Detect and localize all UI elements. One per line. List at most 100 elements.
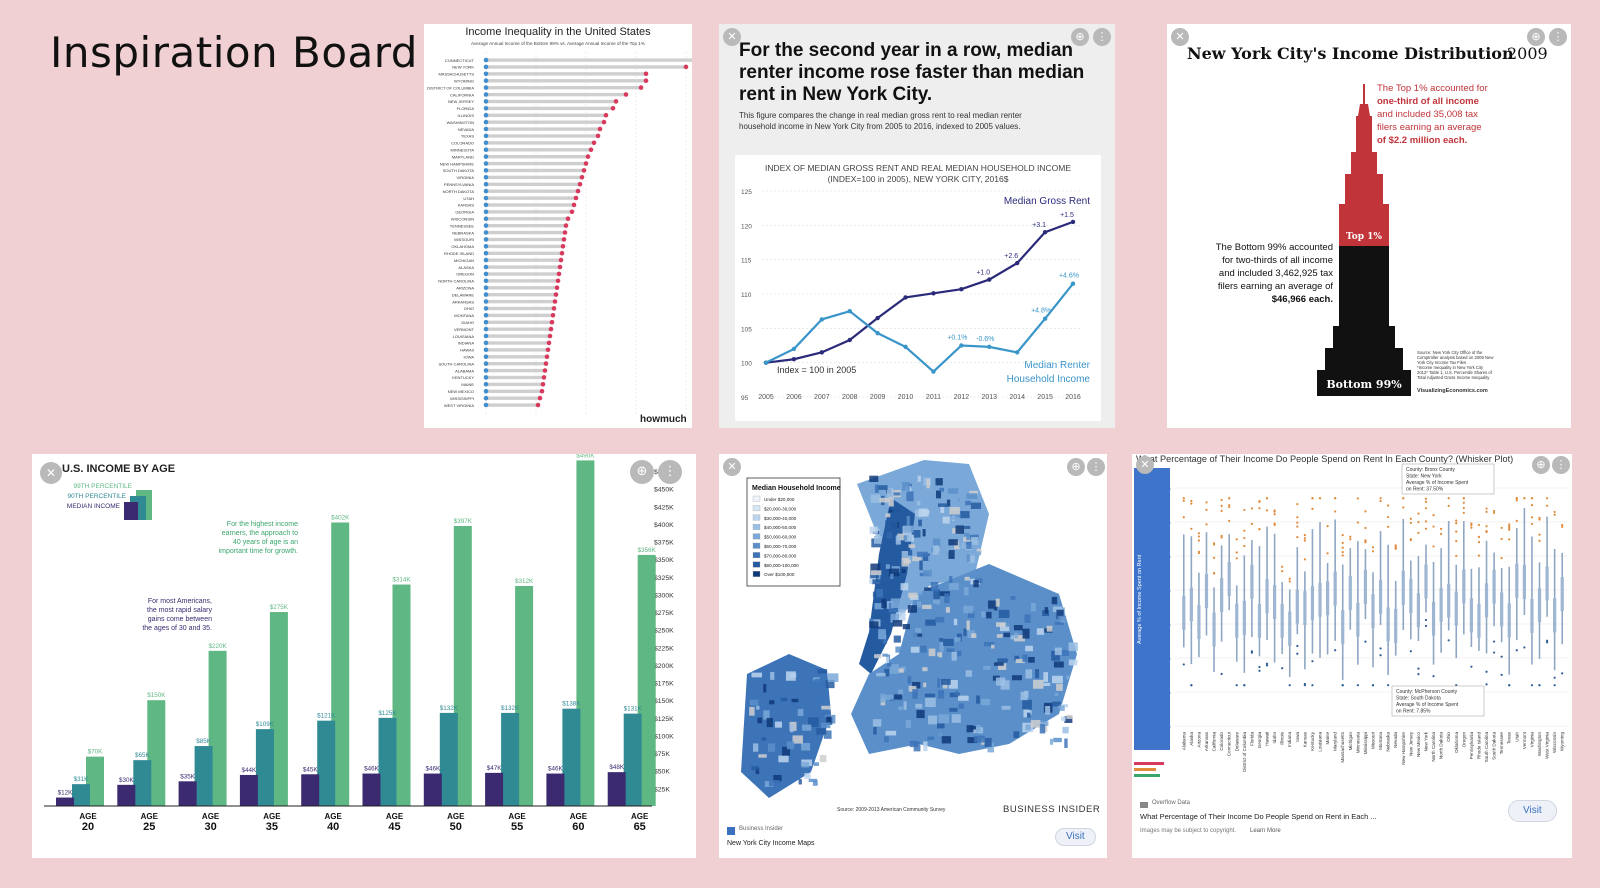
c5-tract [779, 781, 783, 788]
zoom-icon[interactable]: ⊕ [630, 460, 654, 484]
c5-legend-swatch [752, 495, 761, 502]
c3-top-label: Top 1% [1346, 232, 1382, 242]
zoom-icon[interactable]: ⊕ [1067, 458, 1085, 476]
c5-tract [963, 586, 969, 596]
close-icon[interactable]: ✕ [723, 458, 741, 476]
more-icon[interactable]: ⋮ [1549, 28, 1567, 46]
c5-tract [924, 587, 933, 591]
c5-tract [932, 545, 939, 555]
c6-visit-button[interactable]: Visit [1508, 800, 1557, 822]
c1-bar [486, 182, 580, 186]
c1-dot-top [613, 99, 619, 104]
c1-dot-top [575, 188, 581, 194]
c5-tract [886, 662, 892, 667]
c5-tract [753, 743, 759, 752]
c5-tract [792, 735, 803, 744]
c5-tract [888, 568, 900, 577]
c1-state-label: FLORIDA [457, 106, 475, 111]
c2-y-tick: 115 [741, 258, 752, 265]
c2-point [903, 344, 908, 350]
c6-outlier-low [1424, 624, 1428, 628]
c1-bar [486, 355, 547, 359]
more-icon[interactable]: ⋮ [658, 460, 682, 484]
card-nyc-income-map[interactable]: ✕ ⊕ ⋮ Median Household Income Source: 20… [719, 454, 1107, 858]
c1-dot-top [581, 168, 587, 173]
more-icon[interactable]: ⋮ [1552, 456, 1570, 474]
c5-tract [876, 672, 886, 677]
c5-tract [925, 619, 937, 626]
c6-outlier-high [1379, 497, 1382, 500]
c2-point [931, 369, 936, 374]
c5-tract [869, 526, 878, 534]
more-icon[interactable]: ⋮ [1087, 458, 1105, 476]
zoom-icon[interactable]: ⊕ [1071, 28, 1089, 46]
c1-state-label: NEW YORK [452, 65, 474, 70]
c5-tract [1064, 738, 1068, 749]
c5-tract [987, 742, 994, 753]
c5-tract [897, 689, 904, 696]
c6-outlier-low [1250, 651, 1254, 654]
card-income-inequality[interactable]: Income Inequality in the United States A… [424, 24, 692, 428]
c6-outlier-high [1485, 525, 1488, 528]
c2-point [931, 291, 936, 296]
c5-tract [814, 678, 824, 688]
c6-state-label: Massachusetts [1340, 731, 1345, 762]
c1-dot-top [537, 395, 543, 401]
c5-legend-swatch [752, 514, 761, 521]
c5-tract [926, 478, 930, 489]
c6-outlier-high [1296, 525, 1299, 528]
close-icon[interactable]: ✕ [723, 28, 741, 46]
card-rent-whisker-plot[interactable]: ✕ ⊕ ⋮ What Percentage of Their Income Do… [1132, 454, 1572, 858]
c1-dot-top [623, 92, 629, 97]
c5-tract [1027, 712, 1031, 718]
c5-caption[interactable]: New York City Income Maps [727, 840, 815, 847]
c4-bar [194, 746, 213, 806]
zoom-icon[interactable]: ⊕ [1527, 28, 1545, 46]
c6-outlier-high [1334, 497, 1337, 500]
c6-outlier-high [1492, 509, 1496, 513]
c6-outlier-low [1371, 684, 1375, 687]
c5-tract [958, 540, 963, 548]
c5-tract [1051, 675, 1063, 684]
c1-dot-bottom [483, 333, 489, 339]
c6-outlier-low [1500, 673, 1503, 676]
c5-tract [942, 516, 950, 524]
c5-tract [1051, 596, 1058, 605]
c5-tract [995, 598, 1000, 607]
more-icon[interactable]: ⋮ [1093, 28, 1111, 46]
c1-dot-bottom [483, 395, 489, 401]
c6-outlier-high [1356, 497, 1359, 500]
c5-tract [870, 570, 882, 576]
c5-tract [911, 631, 918, 641]
c6-box [1235, 603, 1239, 638]
c5-tract [918, 519, 922, 527]
c6-state-label: Colorado [1219, 732, 1224, 751]
c5-tract [817, 669, 828, 674]
c6-caption[interactable]: What Percentage of Their Income Do Peopl… [1140, 812, 1377, 821]
close-icon[interactable]: ✕ [1171, 28, 1189, 46]
c5-tract [895, 722, 903, 732]
c4-note-most-1: For most Americans, [148, 598, 212, 605]
zoom-icon[interactable]: ⊕ [1532, 456, 1550, 474]
c1-state-label: TENNESSEE [450, 223, 475, 228]
card-income-by-age[interactable]: ✕ ⊕ ⋮ U.S. INCOME BY AGE 99TH PERCENTILE… [32, 454, 696, 858]
c1-dot-top [577, 181, 583, 187]
c5-tract [1051, 650, 1060, 661]
c1-state-label: OHIO [464, 306, 474, 311]
c1-state-label: NORTH CAROLINA [438, 279, 474, 284]
c6-state-label: Connecticut [1227, 731, 1232, 756]
c5-visit-button[interactable]: Visit [1055, 828, 1096, 846]
close-icon[interactable]: ✕ [1136, 456, 1154, 474]
c3-top-line-1: The Top 1% accounted for [1377, 83, 1488, 94]
c4-y-tick: $100K [654, 733, 674, 740]
c1-dot-bottom [483, 313, 489, 318]
c6-box [1416, 593, 1421, 628]
c6-learn-more[interactable]: Learn More [1250, 828, 1281, 834]
c5-tract [892, 620, 903, 627]
close-icon[interactable]: ✕ [40, 462, 62, 484]
c6-box [1310, 586, 1315, 621]
c5-tract [907, 549, 913, 556]
c4-y-tick: $275K [654, 610, 674, 617]
card-nyc-rent-income[interactable]: ✕ ⊕ ⋮ For the second year in a row, medi… [719, 24, 1115, 428]
card-nyc-income-distribution[interactable]: ✕ ⊕ ⋮ New York City's Income Distributio… [1167, 24, 1571, 428]
